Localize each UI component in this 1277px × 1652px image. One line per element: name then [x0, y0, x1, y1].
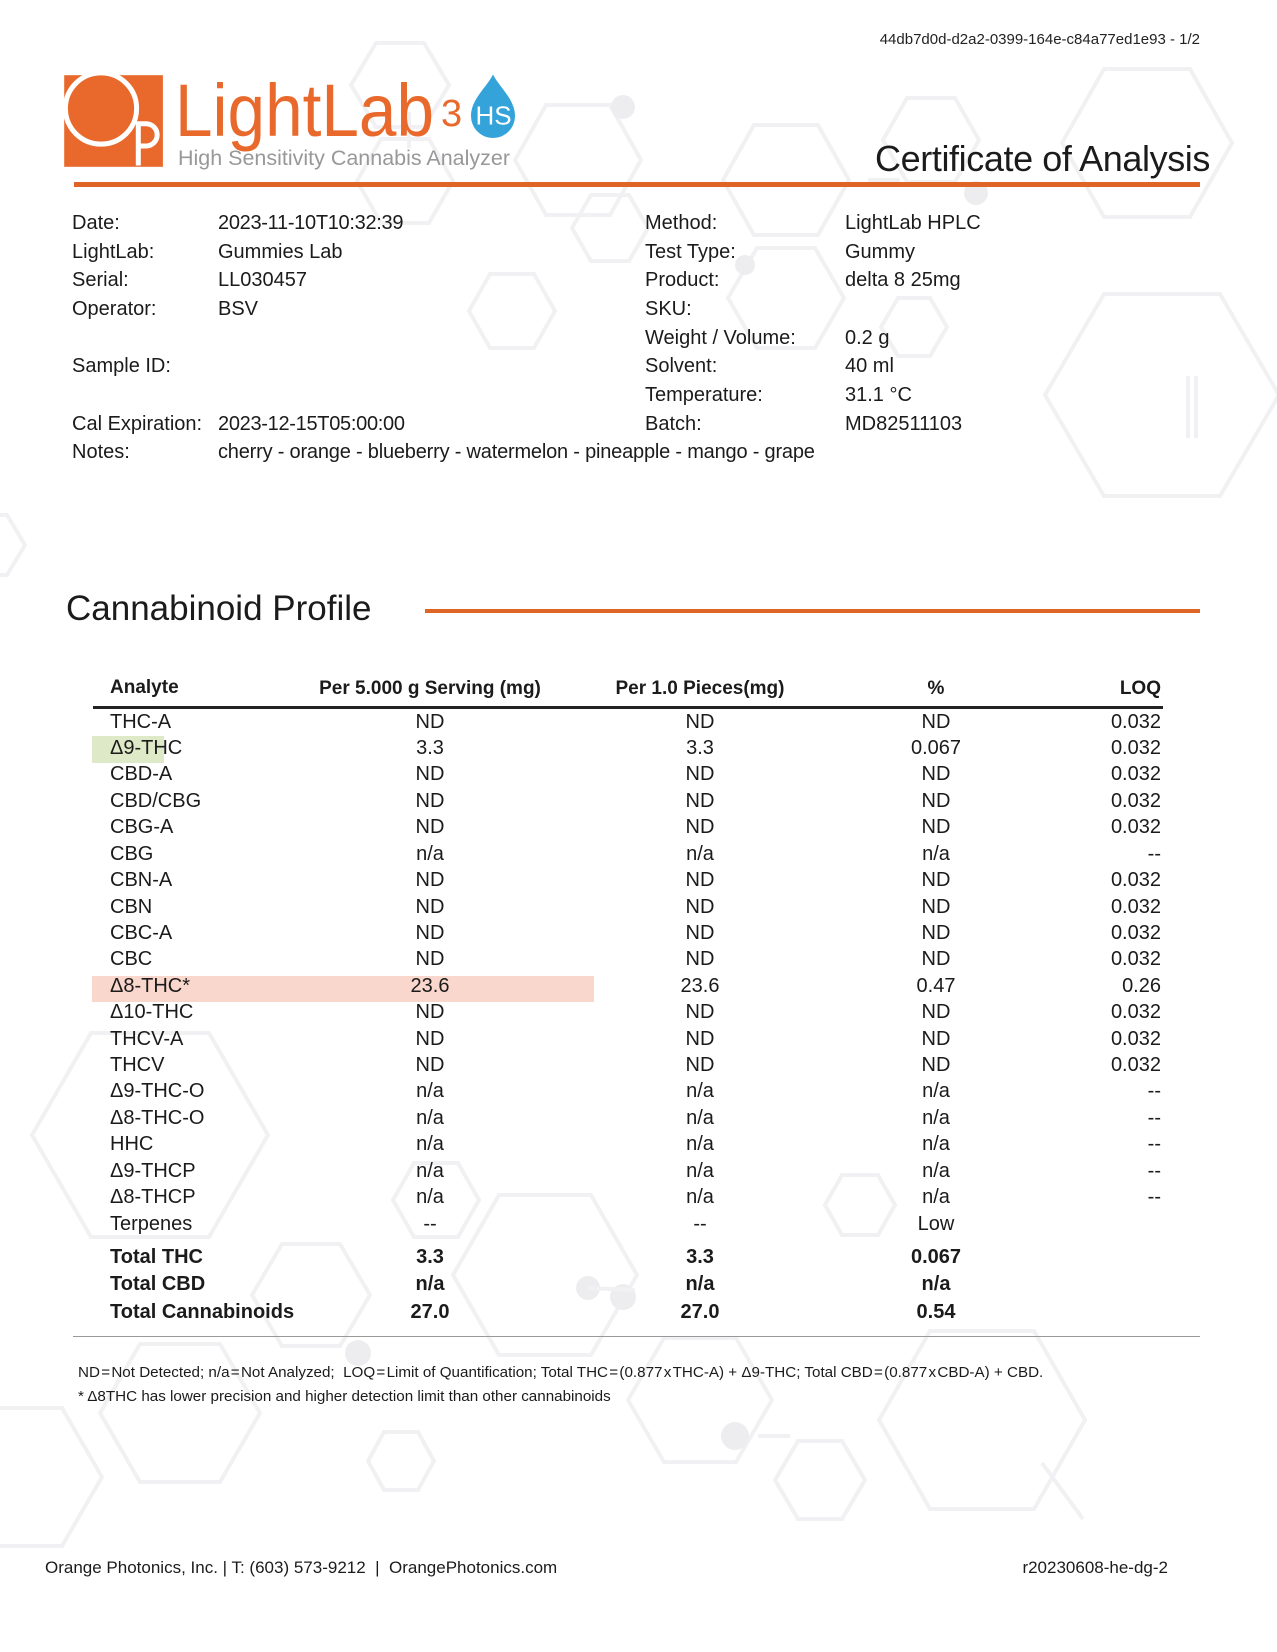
svg-text:3: 3 — [441, 93, 462, 135]
svg-text:High Sensitivity Cannabis Anal: High Sensitivity Cannabis Analyzer — [178, 147, 510, 170]
svg-text:HS: HS — [475, 101, 511, 131]
svg-text:LightLab: LightLab — [175, 69, 434, 152]
